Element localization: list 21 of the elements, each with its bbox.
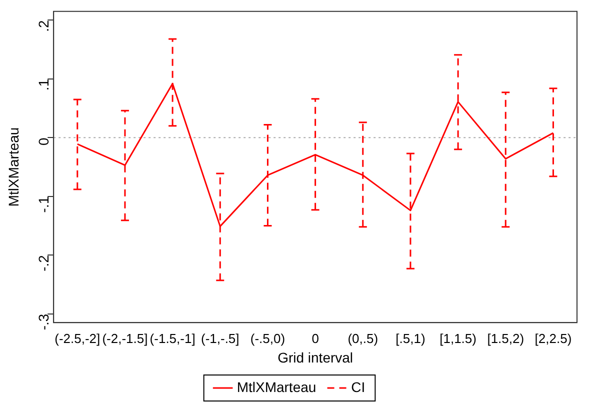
x-tick-label: (-2.5,-2] (54, 330, 100, 346)
x-tick-label: (0,.5) (348, 330, 378, 346)
x-tick-label: (-.5,0) (250, 330, 286, 346)
x-axis-title: Grid interval (278, 349, 354, 366)
legend-label: MtlXMarteau (236, 378, 316, 395)
x-tick-label: [2,2.5) (534, 330, 572, 346)
x-tick-label: (-2,-1.5] (102, 330, 148, 346)
x-tick-label: (-1,-.5] (200, 330, 240, 346)
y-tick-label: -.1 (35, 196, 52, 213)
text: CI (351, 378, 366, 395)
x-tick-label: 0 (312, 330, 319, 346)
y-tick-label: 0 (35, 137, 52, 146)
y-tick-label: .1 (35, 78, 52, 91)
y-tick-label: -.3 (35, 314, 52, 330)
y-tick-label: -.2 (35, 254, 52, 272)
y-axis-title: MtlXMarteau (5, 127, 22, 207)
x-tick-label: [.5,1) (396, 330, 426, 346)
y-tick-label: .2 (35, 20, 52, 32)
x-tick-label: [1.5,2) (487, 330, 524, 346)
x-tick-label: (-1.5,-1] (150, 330, 196, 346)
x-tick-label: [1,1.5) (440, 330, 476, 346)
